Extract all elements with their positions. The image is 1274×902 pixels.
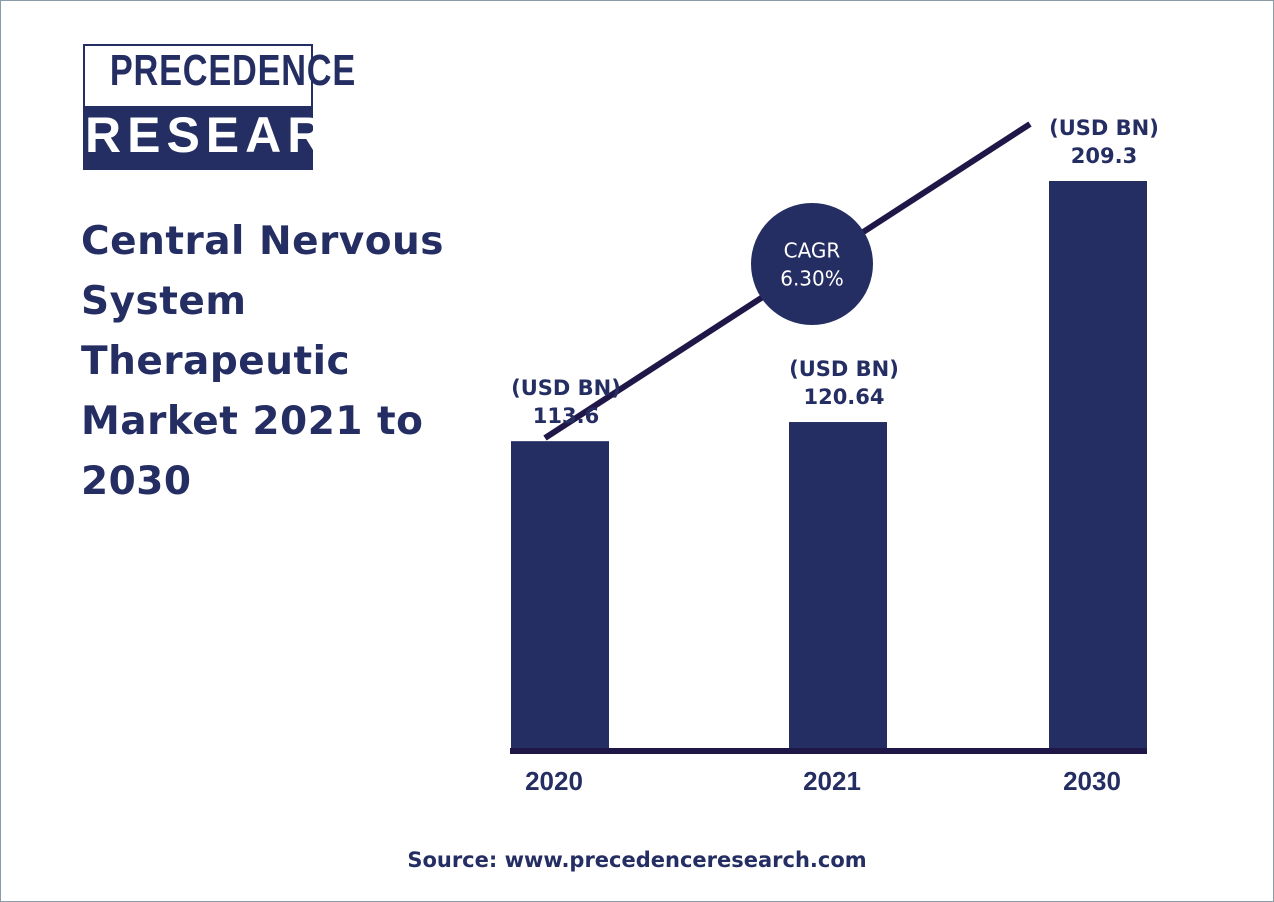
bar [511,441,609,750]
cagr-label: CAGR [784,239,841,263]
x-tick-label: 2030 [1063,766,1121,796]
chart-title: Central Nervous System Therapeutic Marke… [81,219,444,504]
bar [789,422,887,750]
value-label: 120.64 [803,385,884,409]
unit-label: (USD BN) [511,376,621,400]
unit-label: (USD BN) [789,357,899,381]
bar [1049,181,1147,750]
cagr-value: 6.30% [780,267,844,291]
x-tick-label: 2020 [525,766,583,796]
value-label: 113.6 [533,404,599,428]
x-tick-label: 2021 [803,766,861,796]
value-label: 209.3 [1071,144,1137,168]
source: Source: www.precedenceresearch.com [407,848,867,872]
cagr-badge [751,203,873,325]
unit-label: (USD BN) [1049,116,1159,140]
